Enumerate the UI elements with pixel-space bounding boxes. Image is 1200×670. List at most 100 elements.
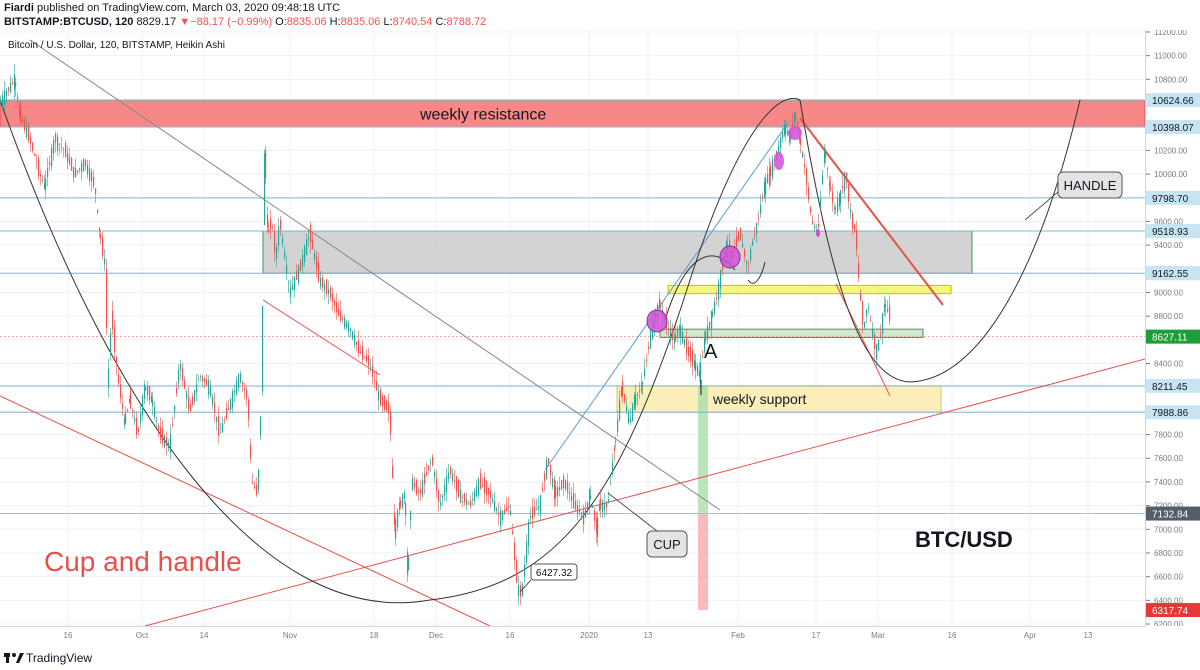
green-zone[interactable]	[659, 328, 924, 338]
price-level-tag[interactable]	[1146, 378, 1200, 393]
candle-body	[614, 447, 616, 452]
weekly-resistance-zone[interactable]	[0, 99, 1146, 128]
candle-body	[804, 163, 806, 168]
marker-5[interactable]	[816, 229, 820, 237]
candle-body	[470, 500, 472, 507]
candle-body	[378, 390, 380, 400]
tradingview-brand[interactable]: TradingView	[26, 651, 93, 665]
candle-body	[296, 271, 298, 281]
handle-callout[interactable]: HANDLE	[1024, 171, 1123, 221]
close-label: C:	[435, 16, 447, 28]
price-level-tag[interactable]	[1146, 119, 1200, 134]
cup-curve[interactable]	[0, 98, 801, 604]
price-axis[interactable]: 6200.00 6400.00 6600.00 6800.00 7000.00 7200.…	[1145, 28, 1200, 629]
publish-text: published on TradingView.com, March 03, …	[37, 2, 341, 14]
candle-body	[26, 126, 28, 138]
price-level-tag[interactable]	[1146, 190, 1200, 205]
candle-body	[216, 416, 218, 422]
candle-body	[608, 498, 610, 503]
candle-body	[67, 153, 69, 162]
candle-body	[228, 407, 230, 410]
price-level-tag[interactable]	[1146, 603, 1200, 618]
marker-1[interactable]	[646, 309, 668, 333]
candle-body	[414, 483, 416, 488]
candle-body	[262, 305, 264, 392]
blue-trendline[interactable]	[544, 119, 791, 471]
cup-callout-text: CUP	[653, 537, 680, 552]
time-tick-label: 13	[1084, 631, 1093, 640]
black-diagonal-line[interactable]	[29, 39, 721, 511]
candle-body	[557, 487, 559, 497]
candle-body	[736, 236, 738, 248]
price-level-tag[interactable]	[1146, 506, 1200, 521]
author-name[interactable]: Fiardi	[4, 2, 34, 14]
candle-body	[47, 167, 49, 178]
price-level-tag[interactable]	[1146, 224, 1200, 239]
candle-body	[316, 256, 318, 270]
candle-body	[358, 340, 360, 354]
price-tick-label: 7400.00	[1154, 478, 1183, 487]
candle-body	[589, 489, 591, 506]
yellow-zone[interactable]	[667, 284, 952, 295]
weekly-support-label: weekly support	[712, 391, 806, 407]
handle-red-line-2[interactable]	[835, 283, 891, 397]
candle-body	[428, 465, 430, 471]
candle-body	[754, 234, 756, 236]
candle-body	[34, 153, 36, 156]
handle-curve[interactable]	[799, 99, 1081, 383]
handle-red-line[interactable]	[799, 117, 944, 306]
candle-body	[170, 434, 172, 453]
candle-body	[615, 440, 617, 442]
candle-body	[462, 496, 464, 498]
candle-body	[97, 209, 99, 213]
candle-body	[306, 239, 308, 256]
marker-3[interactable]	[774, 152, 784, 170]
low-price-callout[interactable]: 6427.32	[519, 563, 578, 593]
candle-body	[45, 178, 47, 191]
high-value: 8835.06	[340, 16, 381, 28]
candle-body	[702, 356, 704, 358]
price-level-tag[interactable]	[1146, 329, 1200, 344]
candle-body	[714, 301, 716, 314]
red-trendline-upper-left[interactable]	[0, 395, 491, 627]
price-level-tag-label: 9798.70	[1152, 194, 1189, 205]
chart-area[interactable]: weekly resistance weekly support A HANDL…	[0, 30, 1146, 627]
time-axis-svg[interactable]: 16 Oct 14 Nov 18 Dec 16 2020 13 Feb 17 Mar 16 Apr 13	[0, 627, 1145, 643]
candle-body	[44, 182, 46, 189]
candle-body	[694, 359, 696, 368]
price-level-tag[interactable]	[1146, 266, 1200, 281]
candle-body	[672, 329, 674, 340]
chart-svg[interactable]: weekly resistance weekly support A HANDL…	[0, 30, 1146, 627]
candle-body	[15, 82, 17, 87]
candle-body	[324, 283, 326, 291]
candle-body	[202, 376, 204, 382]
candle-body	[81, 162, 83, 173]
candle-body	[544, 473, 546, 482]
time-tick-label: Dec	[429, 631, 443, 640]
time-axis[interactable]: 16 Oct 14 Nov 18 Dec 16 2020 13 Feb 17 Mar 16 Apr 13	[0, 626, 1145, 643]
candle-body	[73, 166, 75, 178]
candle-body	[20, 105, 22, 123]
red-channel-line[interactable]	[262, 299, 381, 376]
price-level-tag[interactable]	[1146, 93, 1200, 108]
candle-body	[482, 484, 484, 486]
marker-4[interactable]	[788, 126, 802, 140]
price-tick-label: 10200.00	[1154, 146, 1188, 155]
price-axis-svg[interactable]: 6200.00 6400.00 6600.00 6800.00 7000.00 7200.…	[1146, 28, 1200, 629]
marker-2[interactable]	[719, 245, 741, 269]
candle-body	[164, 435, 166, 448]
candle-body	[740, 227, 742, 241]
price-tick-label: 7600.00	[1154, 454, 1183, 463]
candle-body	[498, 512, 500, 516]
price-level-tag[interactable]	[1146, 405, 1200, 420]
candle-body	[806, 168, 808, 186]
gray-zone[interactable]	[262, 230, 973, 274]
candle-body	[704, 337, 706, 352]
candle-body	[172, 424, 174, 426]
candle-body	[764, 181, 766, 199]
cup-callout[interactable]: CUP	[607, 492, 688, 558]
candle-body	[744, 249, 746, 257]
candle-body	[370, 365, 372, 367]
candle-body	[114, 326, 116, 352]
candle-body	[394, 512, 396, 526]
